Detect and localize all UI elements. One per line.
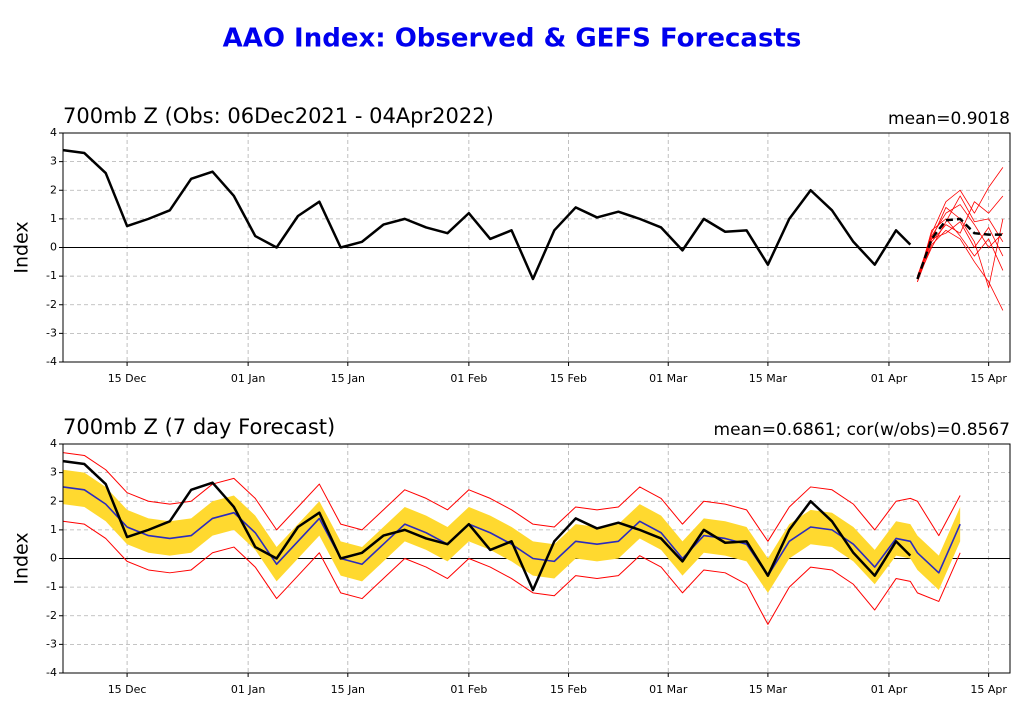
series-line [917, 167, 1004, 280]
y-tick-label: 4 [50, 437, 57, 450]
plot-frame [62, 132, 1011, 363]
x-tick-label: 01 Jan [231, 372, 265, 385]
y-tick-label: -2 [46, 609, 57, 622]
series-line [917, 195, 1004, 280]
y-tick-label: 1 [50, 523, 57, 536]
y-tick-label: -2 [46, 298, 57, 311]
y-tick-label: 4 [50, 126, 57, 139]
y-tick-label: 0 [50, 241, 57, 254]
panel-title: 700mb Z (7 day Forecast) [63, 415, 335, 439]
series-line [62, 148, 912, 281]
x-tick-label: 15 Jan [331, 372, 365, 385]
y-tick-label: 3 [50, 155, 57, 168]
y-tick-label: 2 [50, 183, 57, 196]
y-tick-label: 1 [50, 212, 57, 225]
y-tick-label: -1 [46, 269, 57, 282]
x-tick-label: 15 Dec [108, 683, 147, 696]
x-tick-label: 01 Mar [649, 372, 688, 385]
y-tick-label: -4 [46, 666, 57, 679]
x-tick-label: 15 Apr [970, 372, 1007, 385]
spread-band [63, 469, 961, 593]
series-line [917, 229, 1004, 311]
x-tick-label: 01 Jan [231, 683, 265, 696]
y-tick-label: 0 [50, 552, 57, 565]
series-line [62, 459, 912, 592]
x-tick-label: 01 Apr [871, 683, 908, 696]
y-tick-label: 2 [50, 494, 57, 507]
series-line [917, 221, 1004, 280]
plot-frame [62, 443, 1011, 674]
y-tick-label: -3 [46, 637, 57, 650]
series-line [917, 218, 1004, 282]
x-tick-label: 15 Feb [550, 372, 587, 385]
series-line [62, 520, 961, 625]
series-line [62, 452, 961, 542]
figure-title: AAO Index: Observed & GEFS Forecasts [223, 24, 802, 54]
series-line [916, 217, 1003, 280]
series-line [62, 486, 961, 577]
y-tick-label: -1 [46, 580, 57, 593]
x-tick-label: 15 Dec [108, 372, 147, 385]
y-tick-label: -4 [46, 355, 57, 368]
x-tick-label: 01 Feb [450, 683, 487, 696]
series-line [917, 204, 1004, 277]
x-tick-label: 01 Mar [649, 683, 688, 696]
x-tick-label: 01 Apr [871, 372, 908, 385]
y-axis-label: Index [11, 221, 33, 273]
annotation: mean=0.6861; cor(w/obs)=0.8567 [714, 420, 1010, 440]
x-tick-label: 15 Apr [970, 683, 1007, 696]
y-tick-label: -3 [46, 326, 57, 339]
x-tick-label: 15 Mar [749, 683, 788, 696]
annotation: mean=0.9018 [888, 109, 1010, 129]
panel-title: 700mb Z (Obs: 06Dec2021 - 04Apr2022) [63, 104, 494, 128]
y-axis-label: Index [11, 532, 33, 584]
x-tick-label: 15 Jan [331, 683, 365, 696]
y-tick-label: 3 [50, 466, 57, 479]
x-tick-label: 15 Feb [550, 683, 587, 696]
x-tick-label: 15 Mar [749, 372, 788, 385]
x-tick-label: 01 Feb [450, 372, 487, 385]
